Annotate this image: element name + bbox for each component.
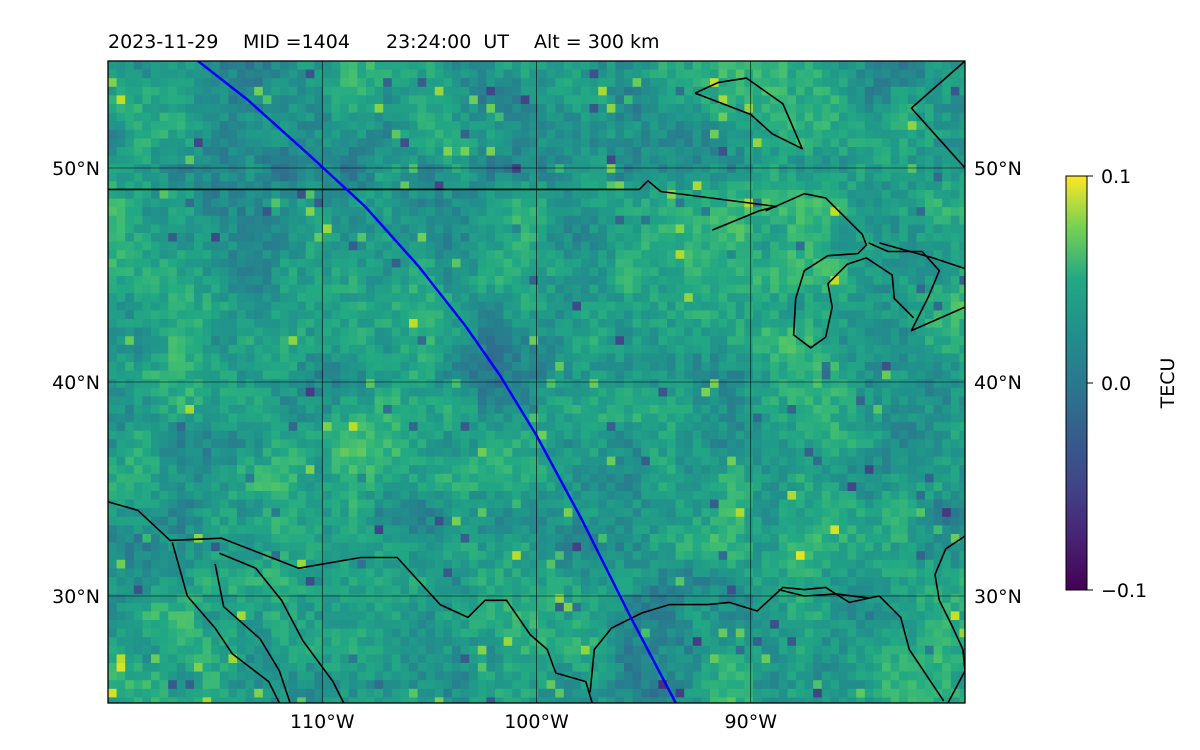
colorbar-tick-label: −0.1: [1101, 580, 1147, 602]
coastline-segment: [765, 192, 915, 349]
colorbar-ticks: 0.1 0.0 −0.1: [1087, 166, 1147, 602]
lon-tick-label: 100°W: [504, 711, 569, 733]
coastline-segment: [910, 61, 965, 169]
lat-tick-label-right: 50°N: [974, 158, 1022, 180]
map-title-alt: Alt = 300 km: [534, 31, 660, 53]
lat-tick-label-left: 50°N: [52, 158, 100, 180]
lon-tick-label: 110°W: [290, 711, 355, 733]
lon-tick-label: 90°W: [725, 711, 778, 733]
lat-tick-label-right: 40°N: [974, 372, 1022, 394]
coastline-segment: [108, 501, 593, 703]
lat-tick-label-right: 30°N: [974, 586, 1022, 608]
coastline-segment: [214, 563, 291, 703]
colorbar: 0.1 0.0 −0.1 TECU: [1065, 166, 1179, 602]
satellite-track: [197, 61, 677, 703]
coastline-segment: [171, 542, 281, 703]
map-plot-area: [108, 61, 965, 703]
map-frame: [107, 60, 966, 704]
map-title-time: 23:24:00 UT: [386, 31, 509, 53]
coastline-segment: [219, 552, 345, 703]
coastline-segment: [778, 588, 869, 599]
coastline-segment: [879, 242, 965, 270]
colorbar-label: TECU: [1157, 358, 1179, 410]
coastline-segment: [868, 242, 965, 332]
colorbar-tick-label: 0.1: [1101, 166, 1131, 188]
coastline-segment: [694, 77, 804, 150]
map-title-date: 2023-11-29: [108, 31, 218, 53]
coastline-segment: [108, 180, 778, 231]
lat-tick-label-left: 40°N: [52, 372, 100, 394]
lat-tick-label-left: 30°N: [52, 586, 100, 608]
axis-labels: 50°N 50°N 40°N 40°N 30°N 30°N 110°W 100°W 90°W: [52, 158, 1022, 733]
tec-field-heatmap: [108, 61, 965, 703]
colorbar-tick-label: 0.0: [1101, 373, 1131, 395]
colorbar-gradient: [1065, 175, 1088, 591]
map-title-mid: MID =1404: [243, 31, 350, 53]
